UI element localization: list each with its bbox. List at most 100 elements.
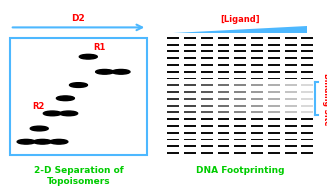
Text: [Ligand]: [Ligand] (220, 15, 260, 24)
FancyBboxPatch shape (301, 105, 313, 107)
FancyBboxPatch shape (201, 91, 213, 93)
FancyBboxPatch shape (167, 50, 179, 52)
FancyBboxPatch shape (184, 105, 196, 107)
Text: Binding Site: Binding Site (322, 73, 327, 125)
Ellipse shape (43, 111, 61, 116)
Ellipse shape (70, 83, 88, 87)
FancyBboxPatch shape (201, 98, 213, 100)
FancyBboxPatch shape (167, 64, 179, 66)
FancyBboxPatch shape (251, 77, 263, 79)
FancyBboxPatch shape (268, 64, 280, 66)
FancyBboxPatch shape (285, 145, 297, 147)
FancyBboxPatch shape (285, 71, 297, 73)
FancyBboxPatch shape (201, 77, 213, 79)
FancyBboxPatch shape (184, 50, 196, 52)
FancyBboxPatch shape (167, 118, 179, 120)
FancyBboxPatch shape (218, 152, 230, 154)
FancyBboxPatch shape (218, 64, 230, 66)
FancyBboxPatch shape (184, 37, 196, 39)
FancyBboxPatch shape (184, 118, 196, 120)
FancyBboxPatch shape (251, 139, 263, 140)
FancyBboxPatch shape (184, 98, 196, 100)
FancyBboxPatch shape (184, 64, 196, 66)
FancyBboxPatch shape (167, 145, 179, 147)
FancyBboxPatch shape (218, 57, 230, 59)
FancyBboxPatch shape (234, 139, 246, 140)
FancyBboxPatch shape (201, 152, 213, 154)
FancyBboxPatch shape (218, 91, 230, 93)
Ellipse shape (57, 96, 75, 101)
FancyBboxPatch shape (218, 37, 230, 39)
FancyBboxPatch shape (301, 84, 313, 86)
FancyBboxPatch shape (251, 152, 263, 154)
FancyBboxPatch shape (218, 118, 230, 120)
Text: DNA Footprinting: DNA Footprinting (196, 166, 284, 175)
FancyBboxPatch shape (201, 139, 213, 140)
FancyBboxPatch shape (201, 64, 213, 66)
FancyBboxPatch shape (268, 77, 280, 79)
FancyBboxPatch shape (268, 132, 280, 134)
FancyBboxPatch shape (251, 118, 263, 120)
FancyBboxPatch shape (268, 112, 280, 113)
FancyBboxPatch shape (301, 37, 313, 39)
FancyBboxPatch shape (234, 57, 246, 59)
FancyBboxPatch shape (285, 112, 297, 113)
FancyBboxPatch shape (234, 50, 246, 52)
FancyBboxPatch shape (218, 112, 230, 113)
FancyBboxPatch shape (251, 44, 263, 46)
FancyBboxPatch shape (184, 139, 196, 140)
FancyBboxPatch shape (218, 84, 230, 86)
FancyBboxPatch shape (285, 118, 297, 120)
FancyBboxPatch shape (10, 38, 147, 155)
FancyBboxPatch shape (285, 98, 297, 100)
FancyBboxPatch shape (167, 105, 179, 107)
FancyBboxPatch shape (167, 37, 179, 39)
FancyBboxPatch shape (285, 37, 297, 39)
FancyBboxPatch shape (184, 145, 196, 147)
FancyBboxPatch shape (301, 98, 313, 100)
FancyBboxPatch shape (251, 57, 263, 59)
FancyBboxPatch shape (301, 71, 313, 73)
FancyBboxPatch shape (234, 44, 246, 46)
Text: 2-D Separation of
Topoisomers: 2-D Separation of Topoisomers (34, 166, 123, 186)
FancyBboxPatch shape (251, 64, 263, 66)
FancyBboxPatch shape (201, 44, 213, 46)
FancyBboxPatch shape (301, 118, 313, 120)
FancyBboxPatch shape (251, 71, 263, 73)
FancyBboxPatch shape (268, 145, 280, 147)
FancyBboxPatch shape (251, 125, 263, 127)
FancyBboxPatch shape (268, 91, 280, 93)
FancyBboxPatch shape (167, 112, 179, 113)
FancyBboxPatch shape (234, 71, 246, 73)
FancyBboxPatch shape (285, 84, 297, 86)
FancyBboxPatch shape (218, 77, 230, 79)
FancyBboxPatch shape (301, 64, 313, 66)
FancyBboxPatch shape (268, 105, 280, 107)
Ellipse shape (96, 70, 114, 74)
FancyBboxPatch shape (285, 77, 297, 79)
FancyBboxPatch shape (234, 132, 246, 134)
FancyBboxPatch shape (234, 37, 246, 39)
Ellipse shape (33, 139, 52, 144)
FancyBboxPatch shape (167, 139, 179, 140)
FancyBboxPatch shape (268, 139, 280, 140)
FancyBboxPatch shape (301, 112, 313, 113)
Ellipse shape (17, 139, 35, 144)
FancyBboxPatch shape (218, 105, 230, 107)
Ellipse shape (79, 54, 97, 59)
FancyBboxPatch shape (251, 112, 263, 113)
FancyBboxPatch shape (167, 57, 179, 59)
FancyBboxPatch shape (301, 125, 313, 127)
FancyBboxPatch shape (268, 44, 280, 46)
FancyBboxPatch shape (301, 57, 313, 59)
FancyBboxPatch shape (234, 112, 246, 113)
FancyBboxPatch shape (167, 152, 179, 154)
FancyBboxPatch shape (268, 125, 280, 127)
FancyBboxPatch shape (184, 125, 196, 127)
FancyBboxPatch shape (184, 112, 196, 113)
FancyBboxPatch shape (201, 125, 213, 127)
FancyBboxPatch shape (285, 44, 297, 46)
FancyBboxPatch shape (218, 71, 230, 73)
FancyBboxPatch shape (285, 50, 297, 52)
FancyBboxPatch shape (184, 57, 196, 59)
